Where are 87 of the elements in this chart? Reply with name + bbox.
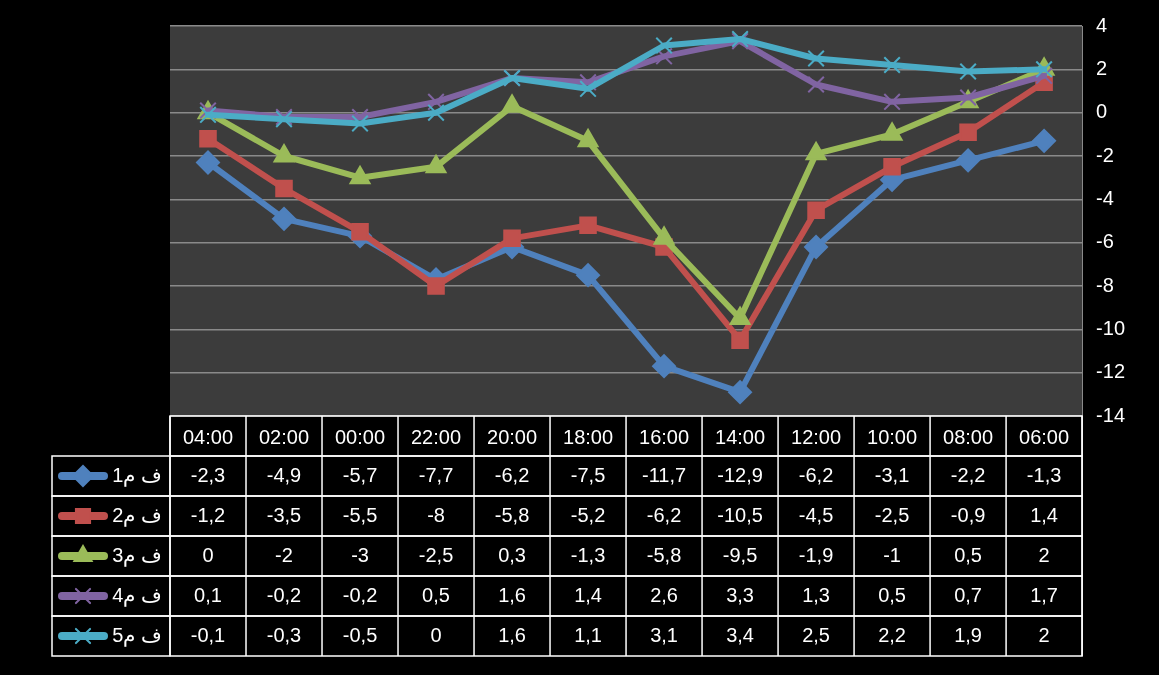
data-label: -0,2 xyxy=(266,583,302,606)
data-label: -9,5 xyxy=(722,543,758,566)
data-label: -0,1 xyxy=(190,623,226,646)
data-label: -2,3 xyxy=(190,463,226,486)
data-label: 0,1 xyxy=(194,583,222,606)
y-tick-label: -8 xyxy=(1096,273,1114,296)
data-label: -1,9 xyxy=(798,543,834,566)
data-label: -3,5 xyxy=(266,503,302,526)
x-tick-label: 14:00 xyxy=(715,425,766,448)
data-label: -0,9 xyxy=(950,503,986,526)
data-label: -10,5 xyxy=(717,503,763,526)
y-tick-label: -6 xyxy=(1096,230,1114,253)
data-label: 0,5 xyxy=(878,583,906,606)
legend-label: ف م1 xyxy=(112,463,162,487)
data-label: 2,2 xyxy=(878,623,906,646)
data-label: -4,5 xyxy=(798,503,834,526)
y-tick-label: -10 xyxy=(1096,316,1125,339)
x-tick-label: 20:00 xyxy=(487,425,538,448)
y-tick-label: 4 xyxy=(1096,13,1108,36)
data-label: 2 xyxy=(1038,623,1050,646)
data-label: 2,6 xyxy=(650,583,678,606)
data-label: -1,3 xyxy=(570,543,606,566)
data-label: 0,5 xyxy=(954,543,982,566)
legend-label: ف م4 xyxy=(112,583,162,607)
data-label: -0,5 xyxy=(342,623,378,646)
data-label: 0,5 xyxy=(422,583,450,606)
x-tick-label: 00:00 xyxy=(334,425,386,448)
data-label: -1,3 xyxy=(1026,463,1062,486)
data-label: 1,9 xyxy=(954,623,982,646)
data-label: -2,2 xyxy=(950,463,986,486)
data-label: -1 xyxy=(883,543,901,566)
x-tick-label: 08:00 xyxy=(943,425,994,448)
data-label: -4,9 xyxy=(266,463,302,486)
data-label: -5,5 xyxy=(342,503,378,526)
data-label: -5,2 xyxy=(570,503,606,526)
x-tick-label: 18:00 xyxy=(563,425,614,448)
y-tick-label: 2 xyxy=(1096,56,1108,79)
x-tick-label: 02:00 xyxy=(258,425,310,448)
data-label: 1,6 xyxy=(498,583,526,606)
data-label: 0,7 xyxy=(954,583,982,606)
y-tick-label: -14 xyxy=(1096,403,1125,426)
y-tick-label: -2 xyxy=(1096,143,1114,166)
data-label: 2 xyxy=(1038,543,1050,566)
x-tick-label: 12:00 xyxy=(791,425,842,448)
x-tick-label: 06:00 xyxy=(1019,425,1070,448)
data-label: -5,8 xyxy=(646,543,682,566)
data-label: -0,3 xyxy=(266,623,302,646)
y-tick-label: 0 xyxy=(1096,100,1108,123)
data-label: -0,2 xyxy=(342,583,378,606)
data-label: 1,6 xyxy=(498,623,526,646)
data-label: -8 xyxy=(427,503,445,526)
data-label: 3,4 xyxy=(726,623,754,646)
data-label: 3,1 xyxy=(650,623,678,646)
y-tick-label: -12 xyxy=(1096,360,1125,383)
data-label: -12,9 xyxy=(717,463,763,486)
data-label: 0 xyxy=(202,543,214,566)
y-tick-label: -4 xyxy=(1096,186,1114,209)
data-label: -5,7 xyxy=(342,463,378,486)
data-label: -6,2 xyxy=(494,463,530,486)
data-label: 1,4 xyxy=(1030,503,1058,526)
data-label: -2,5 xyxy=(418,543,454,566)
data-label: -11,7 xyxy=(642,463,687,486)
data-label: -2,5 xyxy=(874,503,910,526)
x-tick-label: 10:00 xyxy=(867,425,918,448)
data-label: 3,3 xyxy=(726,583,754,606)
data-label: -6,2 xyxy=(798,463,834,486)
x-tick-label: 04:00 xyxy=(182,425,234,448)
data-label: 0,3 xyxy=(498,543,526,566)
data-label: -1,2 xyxy=(190,503,226,526)
legend-label: ف م2 xyxy=(112,503,162,527)
data-label: -7,7 xyxy=(418,463,454,486)
x-tick-label: 22:00 xyxy=(411,425,462,448)
data-label: 2,5 xyxy=(802,623,830,646)
legend-label: ف م3 xyxy=(112,543,162,567)
data-label: 1,4 xyxy=(574,583,602,606)
data-label: -3 xyxy=(351,543,369,566)
data-label: -2 xyxy=(275,543,293,566)
legend-label: ف م5 xyxy=(112,623,162,647)
data-label: 0 xyxy=(430,623,442,646)
x-tick-label: 16:00 xyxy=(639,425,690,448)
data-label: 1,7 xyxy=(1030,583,1058,606)
data-label: 1,1 xyxy=(574,623,602,646)
data-label: -7,5 xyxy=(570,463,606,486)
data-label: -6,2 xyxy=(646,503,682,526)
data-label: 1,3 xyxy=(802,583,830,606)
data-label: -3,1 xyxy=(874,463,910,486)
data-label: -5,8 xyxy=(494,503,530,526)
